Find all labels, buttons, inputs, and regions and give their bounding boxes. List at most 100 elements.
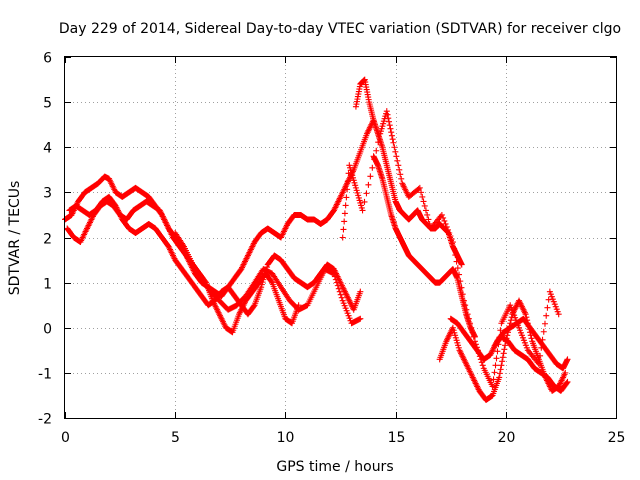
data-point xyxy=(365,181,372,188)
axis-ticks: 0 5 10 15 20 25 -2 -1 0 1 2 3 4 5 6 xyxy=(38,51,625,447)
data-point xyxy=(334,282,341,289)
data-point xyxy=(343,194,350,201)
data-point xyxy=(330,270,337,277)
data-point xyxy=(447,232,454,239)
data-point xyxy=(361,198,368,205)
data-point xyxy=(492,362,499,369)
data-point xyxy=(473,344,480,351)
data-point xyxy=(385,118,392,125)
data-point xyxy=(472,341,479,348)
data-point xyxy=(535,360,542,367)
data-point xyxy=(363,190,370,197)
data-point xyxy=(458,261,465,268)
data-point xyxy=(394,157,401,164)
data-point xyxy=(419,193,426,200)
data-point xyxy=(443,223,450,230)
data-point xyxy=(341,210,348,217)
y-tick-label: -1 xyxy=(38,367,52,383)
data-point xyxy=(344,186,351,193)
data-point xyxy=(344,178,351,185)
data-point xyxy=(367,173,374,180)
y-tick-label: 3 xyxy=(43,186,52,202)
x-tick-label: 10 xyxy=(277,430,295,446)
data-point xyxy=(395,162,402,169)
data-point xyxy=(438,211,445,218)
series-spikes xyxy=(339,108,562,390)
data-point xyxy=(504,332,511,339)
data-point xyxy=(496,370,503,377)
data-point xyxy=(540,328,547,335)
x-tick-label: 15 xyxy=(388,430,406,446)
data-point xyxy=(393,153,400,160)
x-tick-label: 5 xyxy=(171,430,180,446)
data-point xyxy=(396,166,403,173)
data-point xyxy=(502,342,509,349)
data-point xyxy=(335,285,342,292)
y-tick-label: 0 xyxy=(43,322,52,338)
data-point xyxy=(459,291,466,298)
data-point xyxy=(497,366,504,373)
data-point xyxy=(467,320,474,327)
data-point xyxy=(464,311,471,318)
data-point xyxy=(454,265,461,272)
data-point xyxy=(391,144,398,151)
y-tick-label: 6 xyxy=(43,51,52,67)
data-point xyxy=(458,284,465,291)
data-point xyxy=(468,324,475,331)
data-point xyxy=(475,350,482,357)
data-point xyxy=(385,115,392,122)
data-point xyxy=(375,139,382,146)
data-point xyxy=(539,336,546,343)
data-point xyxy=(250,303,257,310)
data-point xyxy=(471,338,478,345)
data-point xyxy=(446,229,453,236)
data-point xyxy=(332,276,339,283)
data-point xyxy=(489,383,496,390)
data-point xyxy=(397,171,404,178)
data-point xyxy=(418,189,425,196)
data-point xyxy=(541,320,548,327)
data-point xyxy=(448,236,455,243)
data-point xyxy=(384,111,391,118)
data-point xyxy=(477,356,484,363)
data-point xyxy=(470,333,477,340)
data-point xyxy=(441,217,448,224)
data-point xyxy=(564,378,571,385)
data-point xyxy=(491,369,498,376)
data-point xyxy=(544,304,551,311)
data-point xyxy=(562,369,569,376)
series-track-i xyxy=(491,333,571,394)
data-point xyxy=(453,258,460,265)
data-point xyxy=(537,352,544,359)
x-tick-label: 20 xyxy=(498,430,516,446)
data-point xyxy=(359,207,366,214)
data-point xyxy=(500,350,507,357)
data-point xyxy=(469,329,476,336)
data-point xyxy=(451,245,458,252)
data-point xyxy=(478,359,485,366)
data-point xyxy=(555,311,562,318)
data-point xyxy=(357,288,364,295)
data-point xyxy=(422,207,429,214)
data-point xyxy=(522,311,529,318)
data-point xyxy=(442,220,449,227)
data-point xyxy=(268,278,275,285)
data-point xyxy=(474,347,481,354)
y-tick-label: 5 xyxy=(43,96,52,112)
data-point xyxy=(392,148,399,155)
y-tick-label: 2 xyxy=(43,232,52,248)
data-point xyxy=(538,344,545,351)
data-point xyxy=(499,358,506,365)
data-point xyxy=(499,354,506,361)
data-point xyxy=(465,315,472,322)
data-point xyxy=(342,202,349,209)
data-point xyxy=(415,185,422,192)
data-point xyxy=(445,226,452,233)
data-point xyxy=(507,317,514,324)
data-point xyxy=(501,346,508,353)
series-track-d xyxy=(172,229,364,327)
data-point xyxy=(463,306,470,313)
data-point xyxy=(386,122,393,129)
series-track-f xyxy=(370,153,478,340)
